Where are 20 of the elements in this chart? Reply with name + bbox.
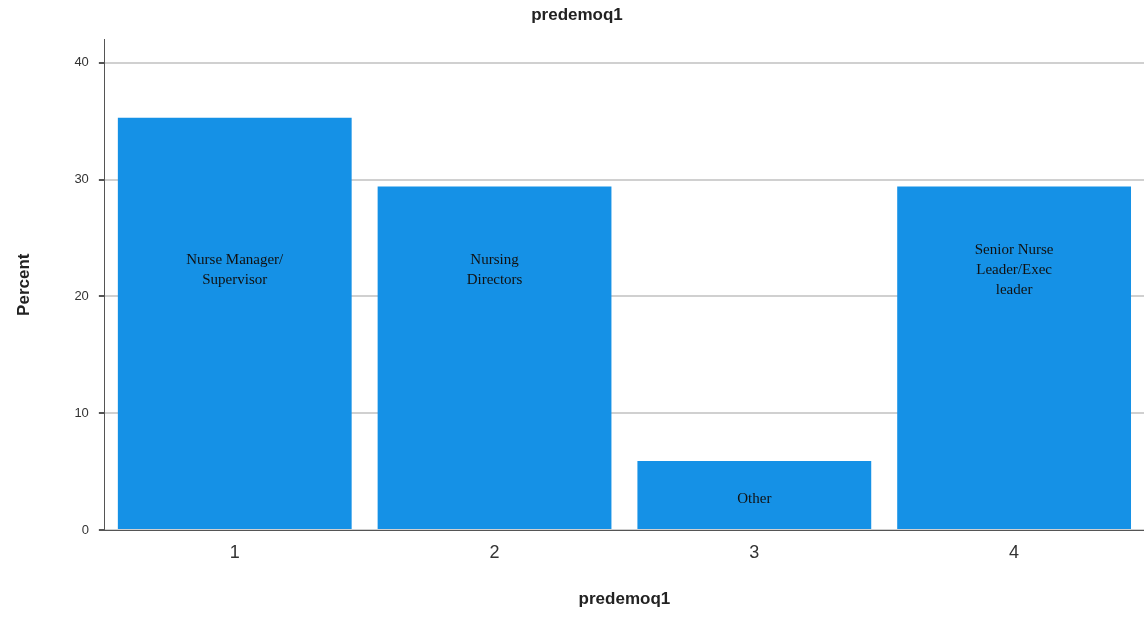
y-tick-label: 0 [81,521,89,537]
x-tick-label: 4 [1009,541,1020,562]
x-tick-label: 3 [749,541,760,562]
x-axis-title: predemoq1 [578,589,671,609]
bar [117,117,352,529]
annotation: Nurse Manager/ Supervisor [186,250,285,287]
annotation: Other [737,489,772,506]
chart-title: predemoq1 [531,4,623,24]
x-tick-label: 1 [229,541,240,562]
annotation: Senior Nurse Leader/Exec leader [974,240,1054,297]
y-tick-label: 30 [74,171,89,187]
bar [897,186,1132,529]
annotation: Nursing Directors [466,250,523,287]
y-tick-label: 10 [74,404,89,420]
x-tick-label: 2 [489,541,500,562]
y-axis-title: Percent [13,253,33,316]
y-tick-label: 40 [74,54,89,70]
y-tick-label: 20 [74,287,89,303]
bar [377,186,612,529]
bar [637,461,872,529]
